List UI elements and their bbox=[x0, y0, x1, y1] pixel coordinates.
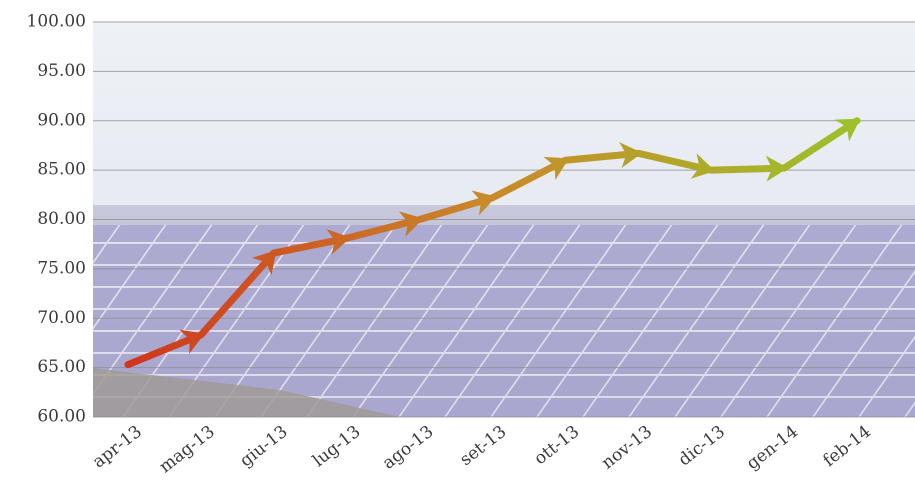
y-tick-label: 65.00 bbox=[37, 357, 86, 377]
x-tick-label: lug-13 bbox=[309, 422, 364, 471]
arrowhead bbox=[252, 250, 277, 276]
arrowhead bbox=[179, 329, 205, 354]
x-tick-label: ago-13 bbox=[379, 422, 438, 474]
x-tick-label: dic-13 bbox=[675, 422, 729, 471]
x-tick-label: feb-14 bbox=[819, 422, 874, 471]
x-tick-label: ott-13 bbox=[531, 422, 584, 469]
y-tick-label: 75.00 bbox=[37, 258, 86, 278]
x-tick-label: set-13 bbox=[456, 422, 510, 470]
arrowhead bbox=[326, 229, 351, 255]
y-tick-label: 95.00 bbox=[37, 61, 86, 81]
arrowhead bbox=[619, 142, 643, 168]
arrowhead bbox=[690, 153, 716, 179]
arrowhead bbox=[543, 156, 569, 181]
y-tick-label: 100.00 bbox=[27, 12, 86, 32]
y-tick-label: 85.00 bbox=[37, 160, 86, 180]
arrowhead bbox=[765, 155, 789, 182]
x-tick-label: apr-13 bbox=[89, 422, 146, 473]
y-tick-label: 60.00 bbox=[37, 407, 86, 427]
x-tick-label: giu-13 bbox=[236, 422, 291, 471]
arrowhead bbox=[398, 211, 424, 237]
marks bbox=[124, 117, 861, 369]
x-tick-label: mag-13 bbox=[156, 422, 219, 477]
y-tick-label: 70.00 bbox=[37, 308, 86, 328]
x-tick-label: gen-14 bbox=[743, 422, 802, 474]
arrowhead bbox=[834, 118, 861, 142]
grid bbox=[93, 21, 915, 418]
arrowhead bbox=[471, 190, 497, 216]
x-tick-label: nov-13 bbox=[598, 422, 656, 474]
y-tick-label: 90.00 bbox=[37, 110, 86, 130]
y-tick-label: 80.00 bbox=[37, 209, 86, 229]
